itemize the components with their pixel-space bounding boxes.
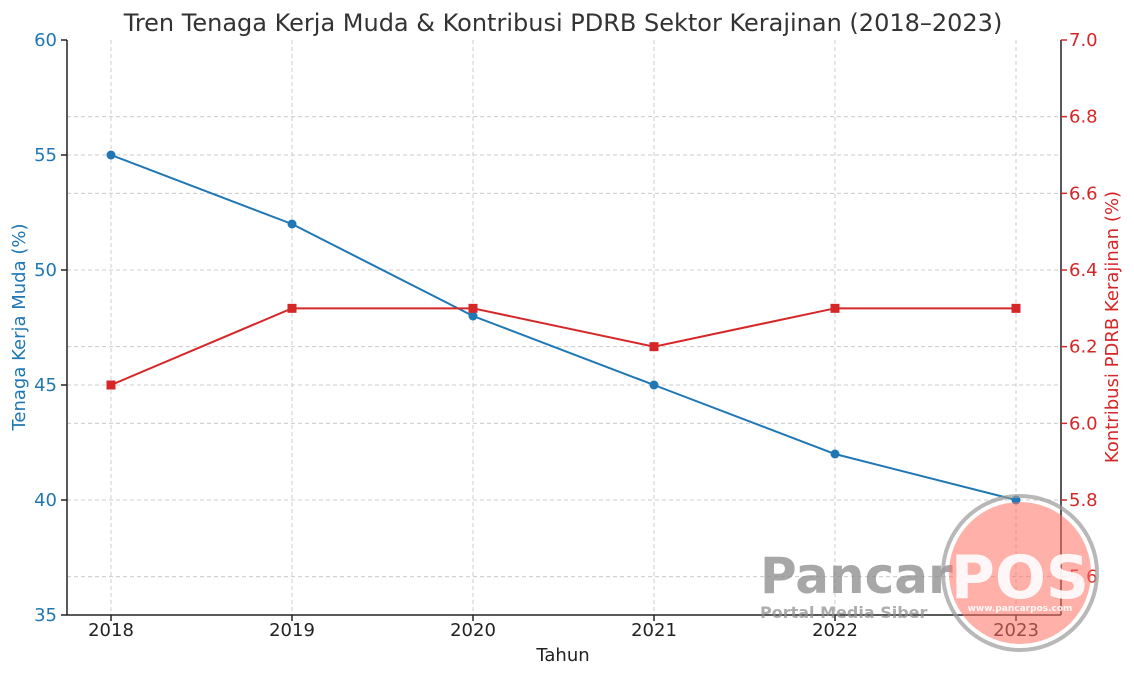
- series-1-point: [830, 449, 840, 459]
- watermark-tagline: Portal Media Siber: [760, 603, 928, 622]
- left-tick-label: 40: [34, 490, 57, 511]
- right-tick-label: 6.8: [1069, 107, 1098, 128]
- left-tick-label: 60: [34, 30, 57, 51]
- series-1-point: [649, 380, 659, 390]
- watermark-ring: [941, 494, 1099, 652]
- right-tick-label: 6.4: [1069, 260, 1098, 281]
- grid-lines: [67, 40, 1061, 615]
- series-1-point: [106, 150, 116, 160]
- series-line-2: [110, 307, 1016, 386]
- right-tick-label: 6.0: [1069, 413, 1098, 434]
- watermark-brand-right: POS: [951, 543, 1089, 613]
- right-axis-label: Kontribusi PDRB Kerajinan (%): [1102, 191, 1123, 463]
- left-axis-ticks: 35 40 45 50 55 60: [34, 30, 67, 626]
- right-tick-label: 5.8: [1069, 490, 1098, 511]
- series-line-1: [110, 154, 1017, 501]
- x-tick-label: 2018: [88, 620, 134, 641]
- left-axis-label: Tenaga Kerja Muda (%): [9, 223, 30, 431]
- left-tick-label: 45: [34, 375, 57, 396]
- right-axis-ticks: 5.65.86.06.26.46.66.87.0: [1061, 30, 1098, 588]
- right-tick-label: 6.2: [1069, 337, 1098, 358]
- series-1-point: [468, 311, 478, 321]
- series-2-point: [649, 342, 659, 352]
- x-axis-label: Tahun: [535, 645, 589, 666]
- watermark-url: www.pancarpos.com: [968, 604, 1073, 614]
- left-tick-label: 50: [34, 260, 57, 281]
- pancarpos-watermark: Pancar Portal Media Siber POS www.pancar…: [760, 494, 1099, 652]
- series-2-point: [287, 303, 297, 313]
- series-group: [106, 150, 1021, 505]
- left-tick-label: 55: [34, 145, 57, 166]
- series-1-point: [287, 219, 297, 229]
- watermark-brand-left: Pancar: [760, 547, 953, 605]
- series-2-point: [830, 303, 840, 313]
- chart-title: Tren Tenaga Kerja Muda & Kontribusi PDRB…: [123, 9, 1003, 37]
- x-tick-label: 2021: [631, 620, 677, 641]
- right-tick-label: 6.6: [1069, 183, 1098, 204]
- x-tick-label: 2020: [450, 620, 496, 641]
- watermark-badge: [949, 502, 1091, 644]
- series-2-point: [468, 303, 478, 313]
- x-tick-label: 2022: [812, 620, 858, 641]
- left-tick-label: 35: [34, 605, 57, 626]
- right-tick-label: 7.0: [1069, 30, 1098, 51]
- series-2-point: [106, 380, 116, 390]
- series-2-point: [1011, 303, 1021, 313]
- x-tick-label: 2019: [269, 620, 315, 641]
